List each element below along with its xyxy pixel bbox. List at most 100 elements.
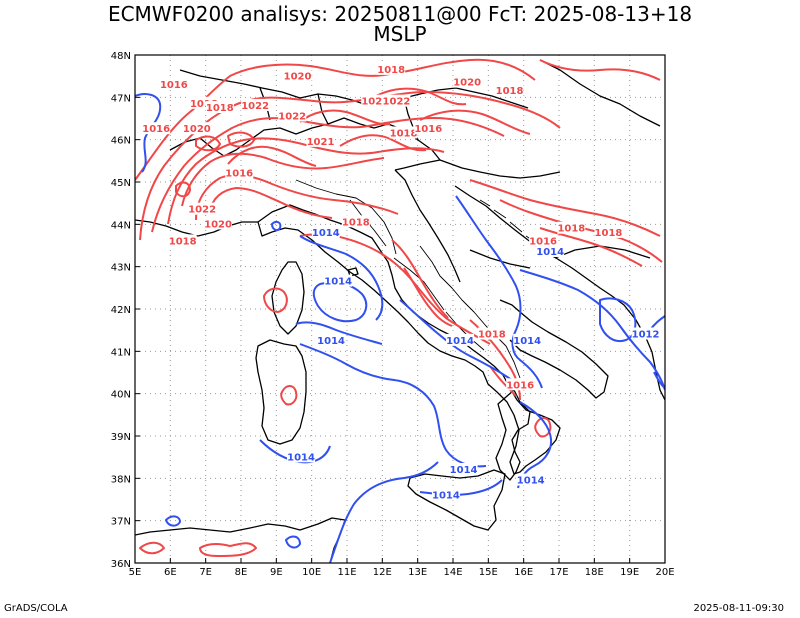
lat-label: 36N [111,559,131,570]
contour-label-bg [159,77,188,90]
contour-label: 1018 [169,236,197,247]
isobar-high [227,145,317,167]
contour-label: 1014 [517,476,545,487]
contour-label: 1016 [160,80,188,91]
isobar-low [455,195,543,389]
contour-label: 1014 [312,228,340,239]
isobar-high [167,137,445,225]
contour-label: 1014 [513,336,541,347]
contour-label: 1016 [506,380,534,391]
contour-label: 1020 [183,124,211,135]
contour-label: 1022 [241,101,269,112]
lon-label: 5E [129,567,142,578]
lon-label: 11E [337,567,356,578]
lon-label: 13E [408,567,427,578]
contour-label-bg [361,94,390,107]
lat-label: 45N [111,178,131,189]
lon-label: 10E [302,567,321,578]
contour-label-bg [594,225,623,238]
lat-label: 43N [111,263,131,274]
isobar-high [469,179,661,237]
contour-label: 1022 [278,112,306,123]
high-pressure-contours [135,58,663,557]
contour-label-bg [287,450,316,463]
contour-label-bg [283,69,312,82]
contour-label: 1018 [206,103,234,114]
isobar-low [329,461,439,563]
contour-label: 1014 [287,452,315,463]
isobar-high [499,199,663,263]
isobar-high [489,365,517,397]
contour-label: 1014 [536,247,564,258]
lon-label: 17E [549,567,568,578]
axis-labels: 5E 6E 7E 8E 9E 10E 11E 12E 13E 14E 15E 16E 17E 18E 19E… [111,51,675,578]
isobar-high [199,542,257,557]
lon-label: 15E [479,567,498,578]
isobar-high [209,187,333,219]
croatia-islands [479,199,539,245]
contour-label: 1014 [432,490,460,501]
contour-label: 1014 [324,277,352,288]
lon-label: 8E [235,567,248,578]
isobar-high [371,87,467,106]
isobar-high [139,541,165,555]
contour-label-bg [431,488,460,501]
isobar-high [175,181,191,198]
lat-label: 37N [111,517,131,528]
isobar-high [135,58,536,181]
isobar-high [419,109,531,135]
lat-label: 42N [111,305,131,316]
sicily-coast [407,469,506,531]
lat-label: 47N [111,93,131,104]
contour-label: 1018 [377,65,405,76]
isobar-high [139,91,561,241]
contour-label: 1016 [414,124,442,135]
isobar-high [539,59,661,81]
contour-label-bg [516,473,545,486]
isobar-high [339,134,427,152]
contour-label-bg [557,221,586,234]
contour-label: 1018 [342,217,370,228]
contour-label-bg [382,94,411,107]
isobar-low [165,515,181,527]
contour-label: 1018 [595,228,623,239]
isobar-low [519,269,665,391]
isobar-low [312,281,368,323]
isobar-low [295,321,383,345]
contour-label: 1014 [450,465,478,476]
contour-label-bg [204,217,233,230]
contour-label: 1022 [383,97,411,108]
contour-label: 1014 [446,336,474,347]
contour-label-bg [389,126,418,139]
isobar-low [271,220,282,232]
puglia-coast [499,299,609,399]
contour-label-bg [182,122,211,135]
isobar-high [263,287,288,313]
contour-label-bg [341,215,370,228]
contour-label: 1018 [190,99,218,110]
isobar-high [299,109,391,126]
contour-label: 1012 [632,330,660,341]
lon-label: 12E [373,567,392,578]
contour-label-bg [168,234,197,247]
contour-label: 1022 [188,205,216,216]
lat-label: 41N [111,347,131,358]
lon-label: 18E [585,567,604,578]
isobar-low [299,343,487,468]
contour-label-bg [506,378,535,391]
contour-label: 1021 [361,97,389,108]
contour-label-bg [513,333,542,346]
contour-label-bg [477,327,506,340]
contour-label-bg [241,98,270,111]
lon-label: 9E [270,567,283,578]
contour-label-bg [188,202,217,215]
lat-label: 38N [111,474,131,485]
balkan-coast [394,169,665,401]
contour-label: 1016 [529,236,557,247]
render-timestamp: 2025-08-11-09:30 [693,603,784,614]
isobar-low [653,371,665,389]
isobar-high [227,131,255,148]
software-credit: GrADS/COLA [4,603,68,614]
contour-label: 1020 [284,71,312,82]
corsica-coast [271,261,305,335]
